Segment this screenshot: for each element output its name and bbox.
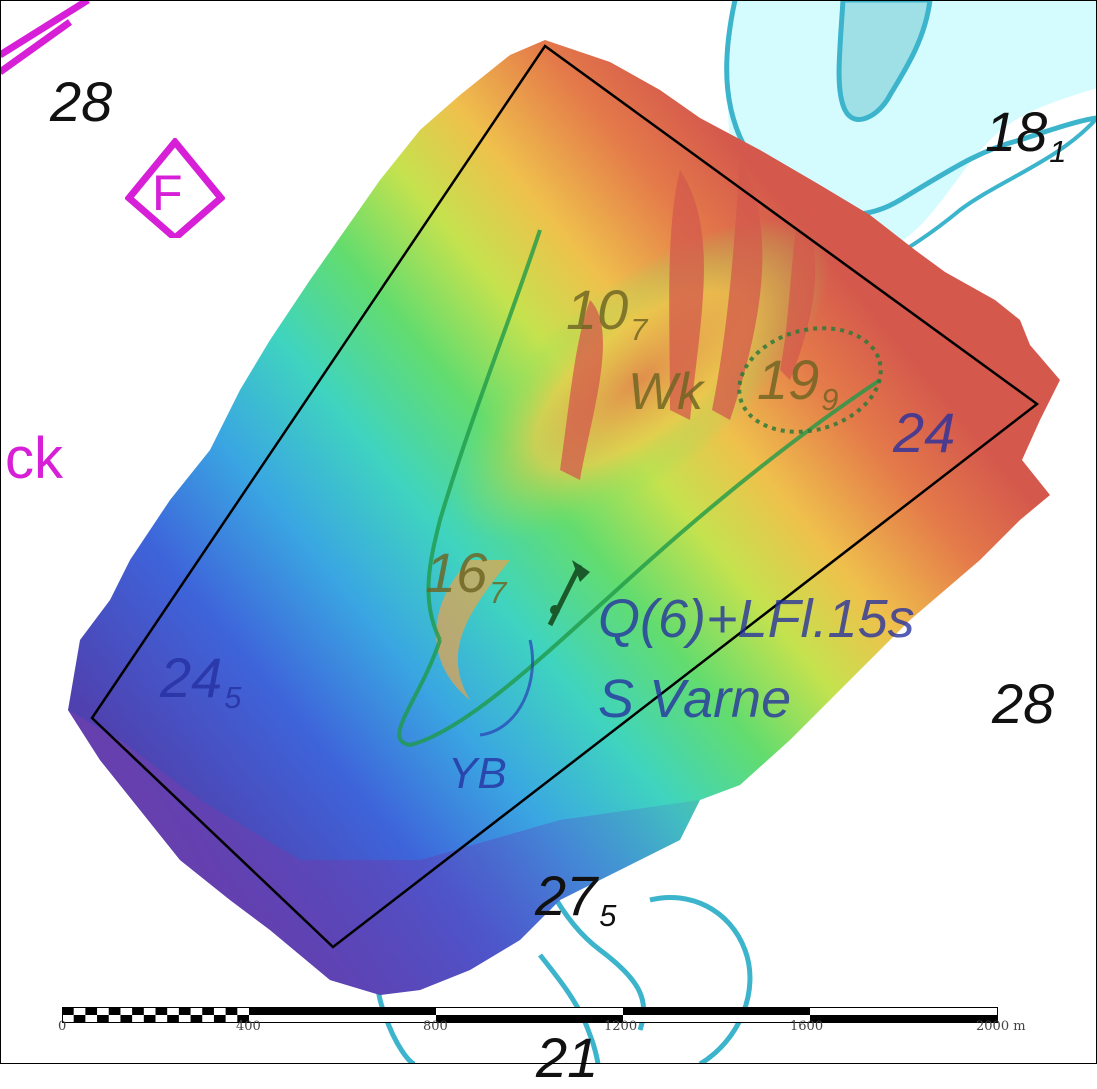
scale-tick-2000: 2000 m <box>976 1019 1026 1034</box>
ridge-orange-tail <box>436 560 510 700</box>
buoy-name: S Varne <box>598 669 792 729</box>
depth-sounding-nw: 28 <box>50 70 113 133</box>
traffic-lane-line <box>0 0 90 75</box>
light-characteristic: Q(6)+LFl.15s <box>598 589 915 649</box>
contour-10m-north <box>426 229 542 641</box>
scale-tick-0: 0 <box>58 1019 67 1034</box>
ridge-red-crests <box>560 160 816 480</box>
drying-bank-area <box>836 0 933 122</box>
cardinal-buoy-symbol <box>547 560 590 627</box>
wreck-label: Wk <box>628 363 704 421</box>
deep-edge <box>68 710 700 995</box>
bathymetry-survey <box>68 40 1060 995</box>
scale-tick-400: 400 <box>236 1019 261 1034</box>
wreck-danger-line <box>737 326 883 434</box>
depth-sounding-bottom: 21 <box>536 1026 599 1089</box>
depth-sounding-east-28: 28 <box>992 672 1055 735</box>
buoy-f-label: F <box>152 165 183 221</box>
scale-tick-1200: 1200 <box>604 1019 638 1034</box>
nautical-chart-map[interactable] <box>0 0 1097 1064</box>
scale-tick-1600: 1600 <box>790 1019 824 1034</box>
scale-bar <box>62 1007 998 1023</box>
survey-boundary <box>90 44 1040 949</box>
edge-text: ck <box>5 426 63 491</box>
buoy-f-diamond-icon[interactable] <box>125 138 225 238</box>
wreck-depth: 199 <box>757 348 839 417</box>
scale-tick-800: 800 <box>423 1019 448 1034</box>
contour-ne <box>724 0 1097 217</box>
depth-sounding-south: 275 <box>535 864 617 933</box>
depth-sounding-ne: 181 <box>985 100 1067 169</box>
depth-sounding-west: 245 <box>160 646 242 715</box>
depth-sounding-ridge: 107 <box>566 278 648 347</box>
buoy-color: YB <box>448 749 507 798</box>
contour-s-hook <box>538 953 601 1064</box>
depth-sounding-shoal: 167 <box>425 541 507 610</box>
contour-south-loop <box>479 639 535 737</box>
contour-10m <box>397 378 882 748</box>
depth-sounding-east: 24 <box>893 401 956 464</box>
